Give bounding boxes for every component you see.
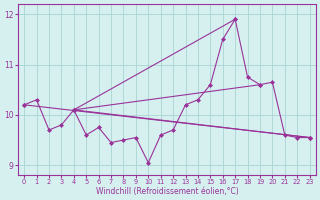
X-axis label: Windchill (Refroidissement éolien,°C): Windchill (Refroidissement éolien,°C) <box>96 187 238 196</box>
